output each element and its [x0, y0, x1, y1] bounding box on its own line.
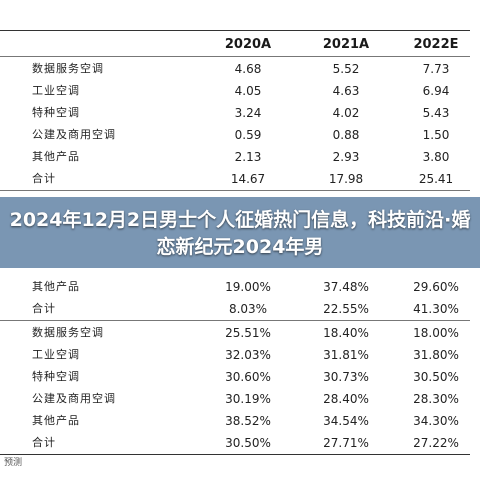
- cell: 31.80%: [413, 348, 459, 362]
- cell: 14.67: [230, 172, 266, 186]
- table-row: 合计 14.67 17.98 25.41: [0, 168, 480, 190]
- cell: 30.19%: [225, 392, 271, 406]
- cell: 1.50: [422, 128, 450, 142]
- row-label: 其他产品: [32, 414, 80, 427]
- cell: 8.03%: [228, 302, 268, 316]
- cell: 30.73%: [323, 370, 369, 384]
- table-row: 工业空调 4.05 4.63 6.94: [0, 80, 480, 102]
- footnote: 预测: [4, 458, 23, 468]
- row-label: 公建及商用空调: [32, 392, 116, 405]
- cell: 28.40%: [323, 392, 369, 406]
- table-row: 其他产品 2.13 2.93 3.80: [0, 146, 480, 168]
- cell: 4.68: [234, 62, 262, 76]
- cell: 18.40%: [323, 326, 369, 340]
- cell: 41.30%: [413, 302, 459, 316]
- header-rule: [0, 56, 470, 57]
- row-label: 合计: [32, 302, 56, 315]
- row-label: 其他产品: [32, 280, 80, 293]
- cell: 3.80: [422, 150, 450, 164]
- cell: 38.52%: [225, 414, 271, 428]
- row-label: 工业空调: [32, 348, 80, 361]
- title-overlay-banner: 2024年12月2日男士个人征婚热门信息，科技前沿·婚恋新纪元2024年男: [0, 197, 480, 268]
- table-row: 合计 8.03% 22.55% 41.30%: [0, 298, 480, 320]
- row-label: 合计: [32, 436, 56, 449]
- table-row: 公建及商用空调 0.59 0.88 1.50: [0, 124, 480, 146]
- row-label: 工业空调: [32, 84, 80, 97]
- header-2021a: 2021A: [322, 37, 370, 52]
- cell: 30.50%: [413, 370, 459, 384]
- cell: 3.24: [234, 106, 262, 120]
- header-2020a: 2020A: [224, 37, 272, 52]
- overlay-title: 2024年12月2日男士个人征婚热门信息，科技前沿·婚恋新纪元2024年男: [9, 209, 471, 258]
- cell: 17.98: [328, 172, 364, 186]
- cell: 18.00%: [413, 326, 459, 340]
- cell: 34.54%: [323, 414, 369, 428]
- table-row: 合计 30.50% 27.71% 27.22%: [0, 432, 480, 454]
- cell: 4.02: [332, 106, 360, 120]
- cell: 2.13: [234, 150, 262, 164]
- table-header-row: 2020A 2021A 2022E: [0, 34, 480, 56]
- table-bottom-rule: [0, 454, 470, 455]
- cell: 29.60%: [413, 280, 459, 294]
- cell: 2.93: [332, 150, 360, 164]
- table-top-rule: [0, 30, 470, 31]
- cell: 30.60%: [225, 370, 271, 384]
- row-label: 特种空调: [32, 370, 80, 383]
- cell: 6.94: [422, 84, 450, 98]
- cell: 31.81%: [323, 348, 369, 362]
- table-row: 工业空调 32.03% 31.81% 31.80%: [0, 344, 480, 366]
- cell: 37.48%: [323, 280, 369, 294]
- row-label: 其他产品: [32, 150, 80, 163]
- cell: 4.05: [234, 84, 262, 98]
- row-label: 合计: [32, 172, 56, 185]
- cell: 22.55%: [323, 302, 369, 316]
- table-row: 特种空调 30.60% 30.73% 30.50%: [0, 366, 480, 388]
- cell: 4.63: [332, 84, 360, 98]
- cell: 30.50%: [225, 436, 271, 450]
- cell: 5.52: [332, 62, 360, 76]
- row-label: 数据服务空调: [32, 326, 104, 339]
- table-row: 数据服务空调 4.68 5.52 7.73: [0, 58, 480, 80]
- table-row: 公建及商用空调 30.19% 28.40% 28.30%: [0, 388, 480, 410]
- cell: 34.30%: [413, 414, 459, 428]
- table-row: 特种空调 3.24 4.02 5.43: [0, 102, 480, 124]
- cell: 0.88: [332, 128, 360, 142]
- cell: 25.51%: [225, 326, 271, 340]
- cell: 5.43: [422, 106, 450, 120]
- row-label: 数据服务空调: [32, 62, 104, 75]
- cell: 7.73: [422, 62, 450, 76]
- section-rule: [0, 320, 470, 321]
- table-row: 其他产品 19.00% 37.48% 29.60%: [0, 276, 480, 298]
- cell: 27.22%: [413, 436, 459, 450]
- cell: 28.30%: [413, 392, 459, 406]
- cell: 27.71%: [323, 436, 369, 450]
- cell: 0.59: [234, 128, 262, 142]
- cell: 19.00%: [225, 280, 271, 294]
- table-row: 其他产品 38.52% 34.54% 34.30%: [0, 410, 480, 432]
- row-label: 公建及商用空调: [32, 128, 116, 141]
- header-2022e: 2022E: [413, 37, 459, 52]
- cell: 32.03%: [225, 348, 271, 362]
- row-label: 特种空调: [32, 106, 80, 119]
- section-rule: [0, 190, 470, 191]
- cell: 25.41: [418, 172, 454, 186]
- table-row: 数据服务空调 25.51% 18.40% 18.00%: [0, 322, 480, 344]
